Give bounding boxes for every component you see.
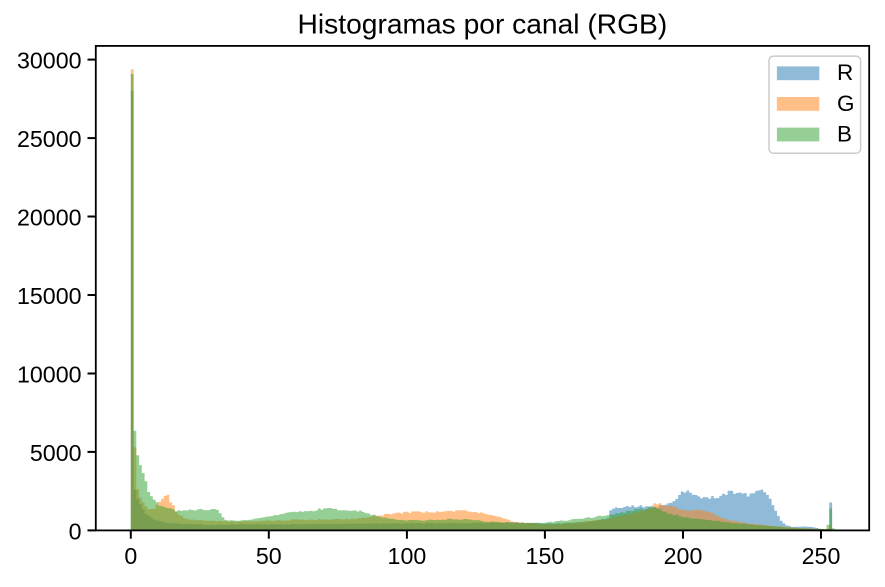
- svg-text:0: 0: [124, 543, 137, 569]
- svg-text:100: 100: [388, 543, 427, 569]
- svg-text:5000: 5000: [30, 440, 82, 466]
- svg-text:G: G: [837, 91, 855, 116]
- svg-text:200: 200: [664, 543, 703, 569]
- svg-text:150: 150: [526, 543, 565, 569]
- svg-text:25000: 25000: [17, 126, 81, 152]
- svg-text:Histogramas por canal (RGB): Histogramas por canal (RGB): [298, 8, 668, 40]
- svg-text:15000: 15000: [17, 283, 81, 309]
- svg-text:250: 250: [802, 543, 841, 569]
- svg-text:B: B: [837, 121, 852, 146]
- svg-text:20000: 20000: [17, 204, 81, 230]
- svg-text:10000: 10000: [17, 361, 81, 387]
- svg-text:30000: 30000: [17, 48, 81, 74]
- svg-text:50: 50: [256, 543, 282, 569]
- svg-text:0: 0: [69, 518, 82, 544]
- svg-text:R: R: [837, 60, 853, 85]
